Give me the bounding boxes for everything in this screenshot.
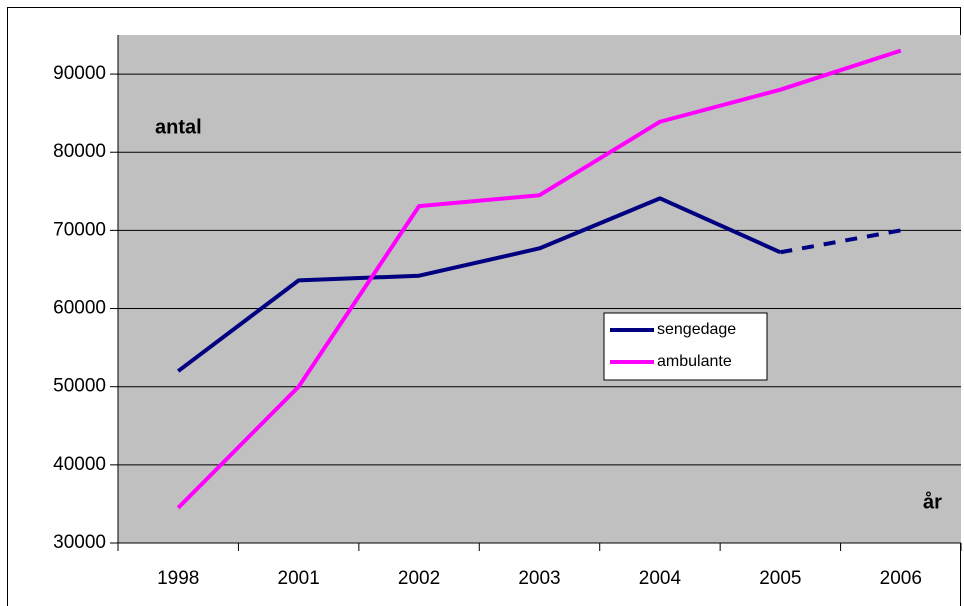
y-tick-label: 30000 xyxy=(53,532,106,553)
y-tick-label: 90000 xyxy=(53,63,106,84)
x-tick-label: 2006 xyxy=(880,568,922,589)
y-tick-label: 60000 xyxy=(53,298,106,319)
x-tick-label: 2004 xyxy=(639,568,682,589)
y-tick-label: 70000 xyxy=(53,219,106,240)
legend-label: ambulante xyxy=(657,353,732,370)
x-tick-label: 2005 xyxy=(759,568,801,589)
y-tick-label: 40000 xyxy=(53,454,106,475)
y-tick-label: 80000 xyxy=(53,141,106,162)
x-tick-label: 1998 xyxy=(157,568,199,589)
series-line xyxy=(177,196,782,373)
legend-label: sengedage xyxy=(657,321,736,338)
x-tick-label: 2003 xyxy=(518,568,560,589)
plot-area xyxy=(118,35,961,543)
annotation: år xyxy=(923,490,942,513)
x-tick-label: 2001 xyxy=(278,568,320,589)
series-line xyxy=(176,48,902,510)
annotation: antal xyxy=(155,116,202,138)
legend-box xyxy=(603,312,768,381)
x-tick-label: 2002 xyxy=(398,568,440,589)
y-tick-label: 50000 xyxy=(53,376,106,397)
